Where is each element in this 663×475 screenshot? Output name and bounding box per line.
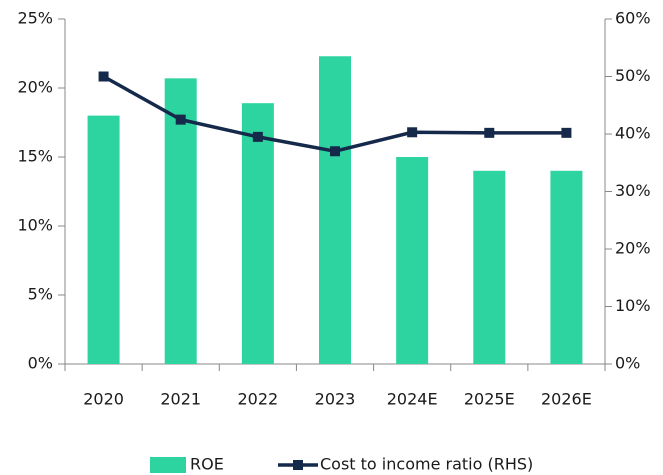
- legend-label: ROE: [190, 455, 224, 474]
- y2-tick-label: 40%: [615, 124, 651, 143]
- x-tick-label: 2021: [160, 390, 201, 409]
- x-tick-label: 2026E: [541, 390, 592, 409]
- y2-tick-label: 50%: [615, 66, 651, 85]
- x-tick-label: 2023: [315, 390, 356, 409]
- legend-marker: [293, 460, 303, 470]
- y2-tick-label: 20%: [615, 239, 651, 258]
- y-tick-label: 10%: [17, 216, 53, 235]
- y-tick-label: 15%: [17, 147, 53, 166]
- x-tick-label: 2020: [83, 390, 124, 409]
- line-marker: [175, 114, 186, 125]
- x-tick-label: 2022: [237, 390, 278, 409]
- y2-tick-label: 30%: [615, 181, 651, 200]
- x-tick-label: 2025E: [464, 390, 515, 409]
- bar: [164, 78, 197, 364]
- y2-tick-label: 60%: [615, 9, 651, 28]
- line-marker: [252, 131, 263, 142]
- line-marker: [330, 146, 340, 157]
- y-tick-label: 5%: [28, 285, 53, 304]
- legend-swatch: [150, 457, 186, 473]
- bar: [396, 157, 429, 364]
- bar: [550, 170, 583, 364]
- y2-tick-label: 10%: [615, 296, 651, 315]
- bar: [87, 115, 120, 364]
- x-tick-label: 2024E: [387, 390, 438, 409]
- line-marker: [484, 127, 495, 138]
- bar: [473, 170, 506, 364]
- y-tick-label: 25%: [17, 9, 53, 28]
- line-marker: [561, 127, 572, 138]
- y2-tick-label: 0%: [615, 354, 640, 373]
- bar: [241, 103, 274, 365]
- bar: [319, 56, 351, 364]
- y-tick-label: 0%: [28, 354, 53, 373]
- legend-label: Cost to income ratio (RHS): [320, 455, 533, 474]
- y-tick-label: 20%: [17, 78, 53, 97]
- line-marker: [407, 127, 418, 138]
- line-marker: [98, 71, 109, 82]
